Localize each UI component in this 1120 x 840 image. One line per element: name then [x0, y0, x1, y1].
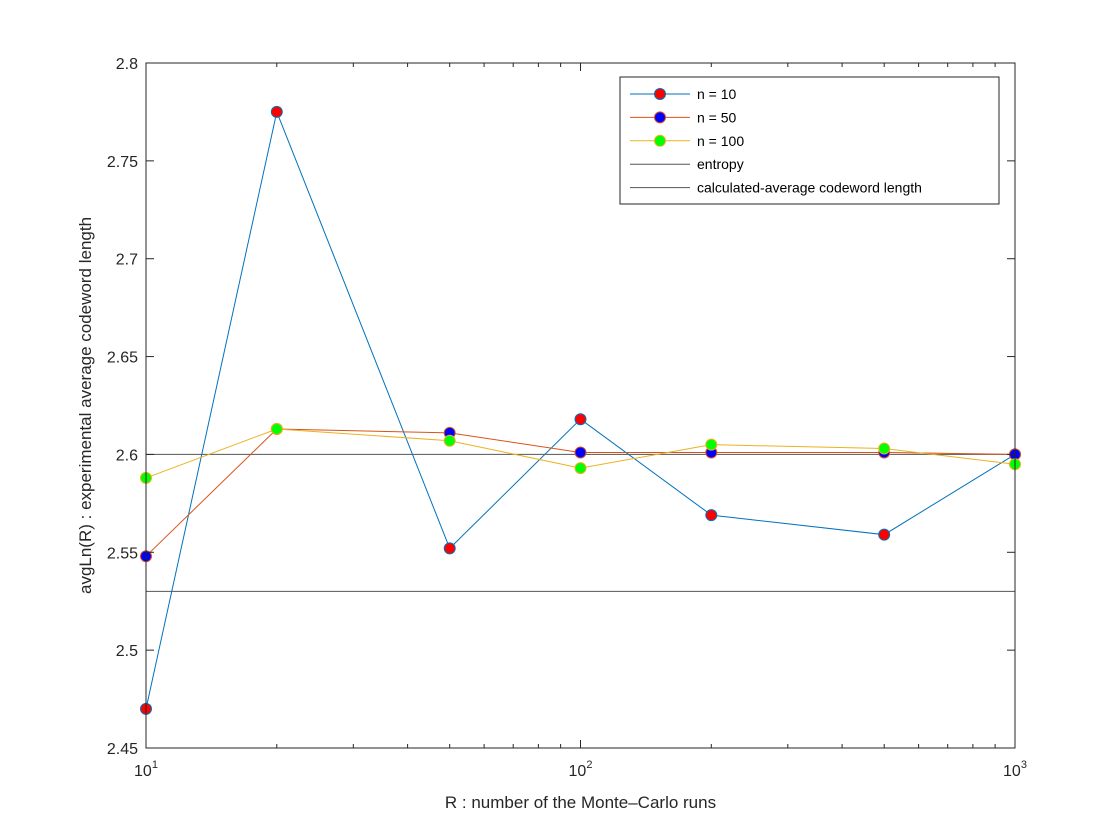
x-tick-base: 10 — [569, 763, 587, 780]
series-layer — [140, 105, 1021, 715]
x-tick-exponent: 1 — [152, 759, 158, 771]
y-tick-label: 2.5 — [116, 643, 138, 660]
data-point — [443, 542, 456, 555]
data-point — [705, 438, 718, 451]
x-tick-exponent: 3 — [1021, 759, 1027, 771]
legend-label: n = 50 — [697, 109, 737, 125]
legend-marker — [654, 134, 666, 147]
y-axis-label: avgLn(R) : experimental average codeword… — [76, 217, 95, 594]
y-tick-label: 2.7 — [116, 252, 138, 269]
x-tick-exponent: 2 — [586, 759, 592, 771]
legend-label: calculated-average codeword length — [697, 180, 922, 196]
x-tick-base: 10 — [134, 763, 152, 780]
x-tick-label: 101 — [134, 759, 158, 780]
data-point — [574, 446, 587, 459]
data-point — [270, 422, 283, 435]
x-tick-label: 103 — [1003, 759, 1027, 780]
data-point — [270, 105, 283, 118]
y-tick-label: 2.45 — [107, 741, 138, 758]
legend: n = 10 n = 50 n = 100 entropy calculated-ave… — [619, 76, 1000, 205]
legend-label: n = 10 — [697, 86, 737, 102]
y-tick-label: 2.55 — [107, 545, 138, 562]
legend-label: entropy — [697, 156, 744, 172]
legend-marker — [654, 111, 666, 124]
data-point — [705, 509, 718, 522]
y-tick-label: 2.8 — [116, 56, 138, 73]
y-tick-label: 2.65 — [107, 350, 138, 367]
y-tick-label: 2.75 — [107, 154, 138, 171]
data-point — [574, 462, 587, 475]
legend-label: n = 100 — [697, 133, 744, 149]
data-point — [443, 434, 456, 447]
x-tick-base: 10 — [1003, 763, 1021, 780]
x-tick-label: 102 — [569, 759, 593, 780]
legend-marker — [654, 88, 666, 100]
x-axis-label: R : number of the Monte–Carlo runs — [445, 793, 716, 812]
y-tick-label: 2.6 — [116, 447, 138, 464]
data-point — [574, 413, 587, 426]
data-point — [878, 442, 891, 455]
data-point — [878, 528, 891, 541]
